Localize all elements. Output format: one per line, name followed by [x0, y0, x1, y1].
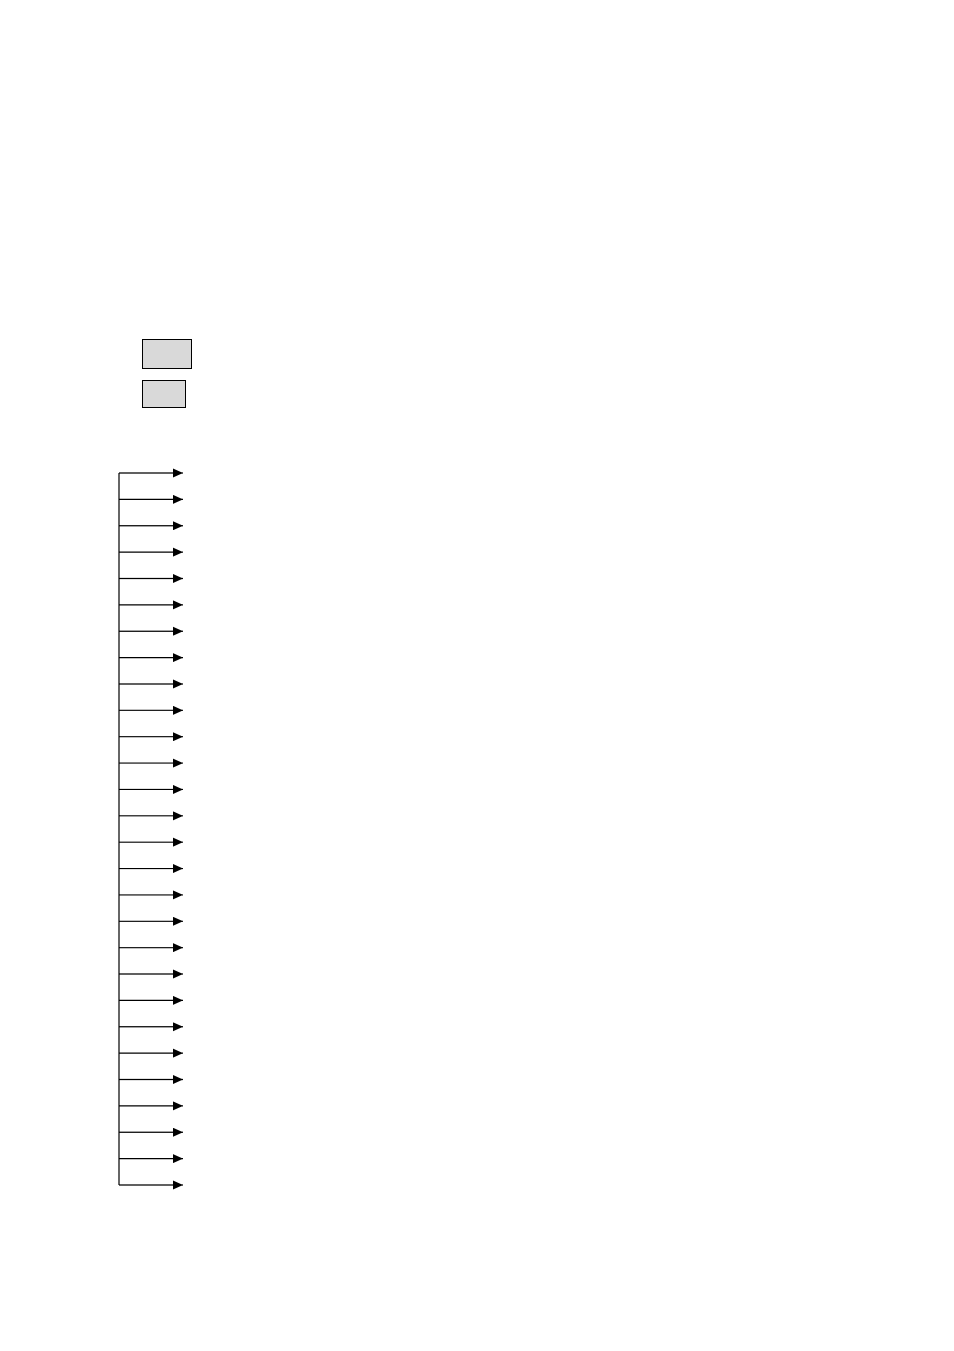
legend-box-0	[142, 339, 192, 369]
diagram-stage	[0, 0, 954, 1351]
diagram-svg	[0, 0, 954, 1351]
legend-box-1	[142, 380, 186, 408]
